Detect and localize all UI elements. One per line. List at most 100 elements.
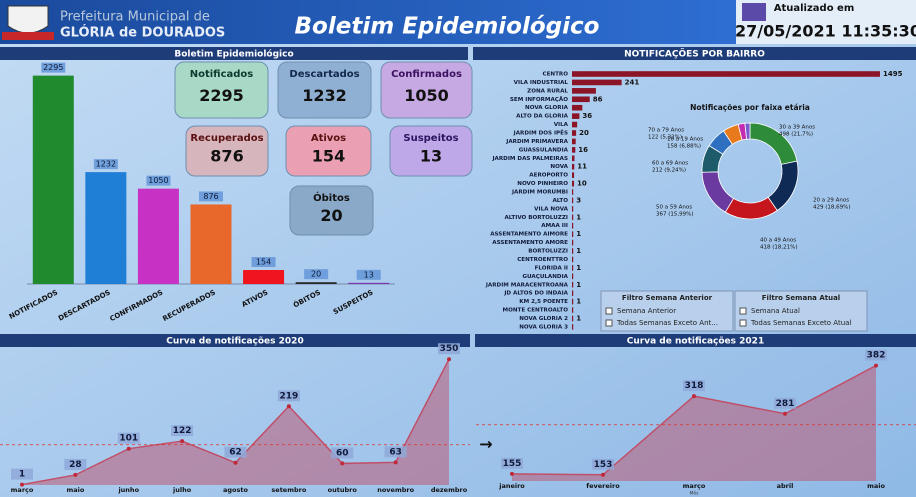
value-label: 1495 — [883, 70, 903, 78]
panel-title-bar — [473, 47, 916, 60]
value-label: 101 — [119, 434, 138, 444]
value-label: 11 — [577, 163, 587, 171]
value-label: 13 — [364, 270, 374, 279]
bar — [32, 75, 74, 284]
bar — [572, 214, 574, 221]
y-tick-label: ALTO DA GLORIA — [516, 114, 569, 120]
y-tick-label: ZONA RURAL — [527, 88, 568, 94]
logo-ribbon — [2, 32, 54, 40]
x-tick-label: fevereiro — [586, 482, 620, 490]
value-label-box — [117, 432, 140, 444]
value-label: 1232 — [96, 160, 116, 169]
filter-box — [734, 290, 868, 332]
bar — [572, 147, 576, 153]
point — [233, 460, 238, 465]
x-tick-label: outubro — [328, 486, 358, 494]
y-tick-label: CENTRO — [543, 72, 569, 78]
x-tick-label: maio — [66, 486, 84, 494]
x-axis-label: Mês — [690, 490, 700, 497]
slice-value-label: 429 (18,69%) — [813, 205, 851, 211]
filter-option[interactable]: Todas Semanas Exceto Ant... — [616, 319, 718, 327]
bar — [137, 188, 179, 284]
filter-radio[interactable] — [739, 307, 747, 315]
value-label-box — [501, 457, 523, 469]
y-tick-label: SEM INFORMAÇÃO — [510, 96, 568, 103]
point — [73, 472, 78, 477]
value-label: 28 — [69, 460, 82, 470]
y-tick-label: BORTOLUZZI — [528, 249, 568, 255]
y-tick-label: CENTROENTTRO — [517, 257, 568, 263]
bar — [348, 282, 390, 284]
value-label: 20 — [311, 270, 321, 279]
value-label: 1 — [576, 298, 581, 306]
bar — [572, 290, 574, 296]
value-label-box — [199, 191, 223, 202]
kpi-value: 154 — [312, 147, 345, 166]
filter-radio[interactable] — [605, 307, 613, 315]
filter-radio[interactable] — [739, 319, 747, 327]
value-label: 62 — [229, 448, 242, 458]
filter-radio[interactable] — [605, 319, 613, 327]
x-tick-label: abril — [777, 482, 794, 490]
updated-label: Atualizado em — [774, 3, 855, 14]
value-label: 281 — [776, 399, 795, 409]
filter-option[interactable]: Semana Anterior — [617, 307, 676, 315]
kpi-value: 20 — [320, 206, 342, 225]
point — [126, 446, 131, 451]
point — [20, 482, 24, 487]
kpi-card — [380, 61, 473, 119]
kpi-card — [174, 61, 269, 119]
bar — [572, 104, 583, 111]
value-label-box — [41, 62, 66, 73]
value-label: 1 — [576, 213, 581, 221]
value-label: 122 — [173, 426, 192, 436]
value-label: 63 — [389, 447, 402, 457]
y-tick-label: ASSENTAMENTO AMORE — [492, 240, 568, 246]
value-label: 1 — [19, 470, 25, 480]
filter-option[interactable]: Semana Atual — [751, 307, 800, 315]
y-tick-label: VILA NOVA — [534, 206, 568, 212]
bar — [572, 273, 574, 280]
value-label: 2295 — [43, 63, 63, 72]
x-tick-label: janeiro — [498, 482, 525, 490]
area-fill — [512, 365, 876, 481]
x-tick-label: março — [683, 482, 706, 490]
value-label: 318 — [685, 381, 704, 391]
value-label: 1050 — [148, 176, 168, 185]
filter-option[interactable]: Todas Semanas Exceto Atual — [750, 319, 851, 327]
kpi-value: 876 — [210, 147, 243, 166]
kpi-label: Suspeitos — [403, 133, 458, 144]
header-bar — [0, 0, 736, 44]
slice-category: 70 a 79 Anos — [648, 128, 684, 134]
y-tick-label: JD ALTOS DO INDAIA — [503, 291, 568, 297]
point — [783, 411, 787, 416]
x-tick-label: junho — [117, 486, 139, 494]
bar — [295, 282, 337, 284]
point — [692, 394, 696, 399]
donut-title: Notificações por faixa etária — [690, 103, 810, 112]
filter-box — [600, 290, 734, 332]
x-tick-label: novembro — [377, 486, 414, 494]
bar — [572, 113, 580, 119]
x-tick-label: julho — [172, 486, 192, 494]
panel-title: Curva de notificações 2021 — [627, 337, 764, 347]
value-label-box — [171, 425, 194, 437]
value-label-box — [64, 458, 87, 470]
value-label-box — [592, 458, 614, 470]
point — [447, 357, 451, 362]
y-tick-label: FLORIDA II — [535, 265, 568, 271]
y-tick-label: KM 2,5 POENTE — [519, 299, 568, 305]
bar — [572, 298, 574, 305]
header-title: Boletim Epidemiológico — [295, 14, 600, 40]
bar — [572, 248, 574, 254]
bar — [85, 172, 127, 284]
bar — [572, 197, 574, 204]
slice-category: 20 a 29 Anos — [813, 198, 849, 204]
value-label: 1 — [576, 281, 581, 289]
value-label-box — [277, 390, 300, 402]
bar — [572, 189, 574, 195]
kpi-value: 13 — [420, 147, 442, 166]
kpi-label: Ativos — [311, 133, 346, 144]
panel-title: Boletim Epidemiológico — [174, 49, 293, 60]
